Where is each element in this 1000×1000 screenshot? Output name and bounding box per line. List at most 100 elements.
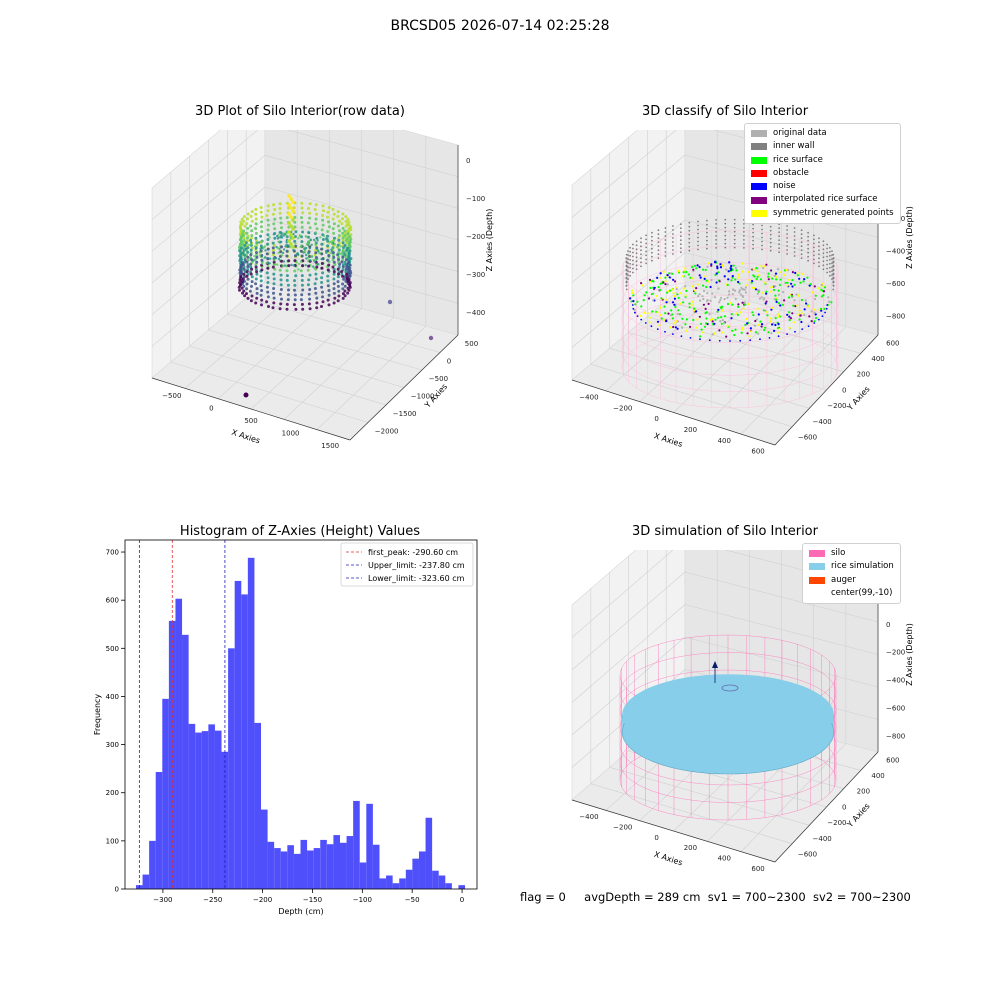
classify-surface-point xyxy=(700,328,703,331)
raw-point xyxy=(338,262,342,266)
raw-point xyxy=(308,216,312,220)
classify-surface-point xyxy=(656,311,659,314)
raw-point xyxy=(272,301,276,305)
classify-inner-wall-point xyxy=(632,251,634,254)
classify-surface-point xyxy=(693,309,696,312)
raw-point xyxy=(263,245,266,249)
classify-surface-point xyxy=(696,283,699,286)
classify-surface-point xyxy=(711,292,714,295)
classify-inner-wall-point xyxy=(724,226,727,229)
classify-inner-wall-point xyxy=(831,270,833,272)
raw-point xyxy=(344,215,348,219)
classify-surface-point xyxy=(698,274,701,277)
raw-point xyxy=(337,234,341,238)
classify-inner-wall-point xyxy=(818,249,820,252)
classify-legend-label: symmetric generated points xyxy=(773,207,894,218)
raw-point xyxy=(324,249,328,253)
classify-legend-label: obstacle xyxy=(773,167,809,178)
raw-point xyxy=(336,210,340,214)
classify-surface-point xyxy=(777,302,780,305)
raw-point xyxy=(287,239,291,243)
raw-point xyxy=(308,226,312,230)
simulation-y-tick-label: 400 xyxy=(871,772,884,780)
raw-point xyxy=(307,278,311,282)
raw-point xyxy=(308,231,311,235)
classify-surface-point xyxy=(742,295,745,298)
raw-point xyxy=(326,238,329,241)
raw-point xyxy=(278,207,282,210)
flag-text: flag = 0 xyxy=(520,890,566,904)
raw-point xyxy=(346,265,350,269)
classify-surface-point xyxy=(778,283,781,287)
raw-point xyxy=(342,277,346,281)
classify-surface-point xyxy=(777,315,780,318)
classify-surface-point xyxy=(738,282,741,285)
classify-surface-point xyxy=(639,314,642,317)
simulation-x-axis-title: X Axies xyxy=(653,850,684,868)
histogram-bar xyxy=(214,730,222,889)
raw-point xyxy=(300,240,304,244)
classify-surface-point xyxy=(698,315,701,318)
raw-point xyxy=(326,215,329,219)
classify-inner-wall-point xyxy=(635,256,638,259)
classify-surface-point xyxy=(704,268,707,272)
classify-noise-point xyxy=(714,260,717,263)
raw-point xyxy=(338,229,341,233)
classify-inner-wall-point xyxy=(697,236,699,239)
classify-inner-wall-point xyxy=(733,234,736,237)
classify-inner-wall-point xyxy=(632,247,634,250)
classify-surface-point xyxy=(695,326,698,329)
classify-inner-wall-point xyxy=(697,224,699,227)
classify-surface-point xyxy=(649,286,652,290)
classify-surface-point xyxy=(777,322,780,325)
simulation-legend-item: silo xyxy=(809,547,894,560)
raw-point xyxy=(327,303,331,307)
raw-point xyxy=(266,218,270,222)
classify-surface-point xyxy=(709,285,712,289)
histogram-bar xyxy=(432,870,439,889)
histogram-bar xyxy=(155,772,163,889)
raw-point xyxy=(272,257,275,260)
classify-surface-point xyxy=(705,322,708,325)
classify-surface-point xyxy=(786,284,789,287)
classify-inner-wall-point xyxy=(697,244,699,247)
classify-inner-wall-point xyxy=(831,262,833,264)
classify-legend-label: noise xyxy=(773,181,796,192)
classify-surface-point xyxy=(774,323,777,327)
raw-point xyxy=(254,282,258,286)
classify-surface-point xyxy=(758,289,761,292)
classify-inner-wall-point xyxy=(715,219,717,221)
raw-point xyxy=(264,249,267,252)
classify-inner-wall-point xyxy=(800,249,803,252)
classify-inner-wall-point xyxy=(793,247,796,249)
classify-noise-point xyxy=(644,322,647,324)
raw-point xyxy=(300,220,304,224)
classify-inner-wall-point xyxy=(651,235,653,238)
raw-point xyxy=(246,250,250,254)
raw-point xyxy=(300,201,304,205)
raw-point xyxy=(278,292,282,296)
classify-inner-wall-point xyxy=(629,254,631,257)
raw-point xyxy=(326,258,330,262)
classify-surface-point xyxy=(791,271,794,274)
classify-surface-point xyxy=(799,281,802,284)
raw-point xyxy=(314,217,318,221)
classify-inner-wall-point xyxy=(761,232,763,235)
raw-point xyxy=(345,263,348,267)
histogram-bar xyxy=(274,848,281,889)
classify-inner-wall-point xyxy=(822,240,825,243)
histogram-y-tick-label: 400 xyxy=(106,693,119,701)
raw-point xyxy=(337,248,341,252)
classify-surface-point xyxy=(707,302,710,305)
raw-point xyxy=(258,251,261,254)
classify-inner-wall-point xyxy=(672,245,674,247)
raw-point xyxy=(253,245,257,248)
histogram-bar xyxy=(280,851,288,889)
classify-inner-wall-point xyxy=(651,259,653,262)
raw-point xyxy=(242,248,246,252)
classify-surface-point xyxy=(706,292,709,295)
raw-point xyxy=(240,246,243,250)
raw-point xyxy=(265,214,269,217)
raw-point xyxy=(287,288,290,292)
raw-point xyxy=(242,219,246,223)
